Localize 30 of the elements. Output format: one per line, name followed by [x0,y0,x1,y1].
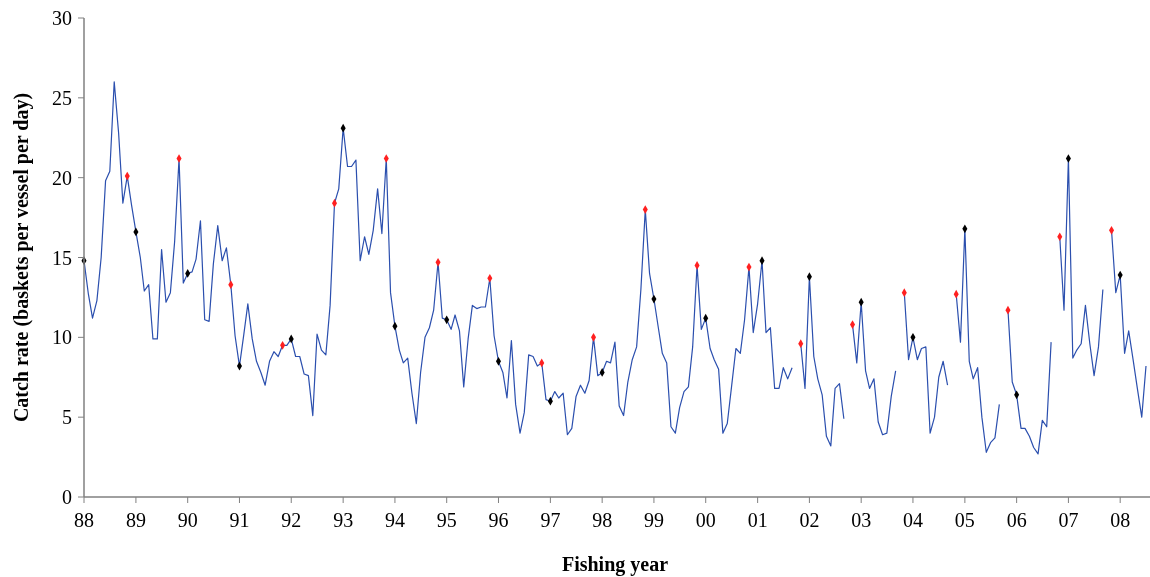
x-tick-label: 95 [436,509,457,531]
y-axis-title: Catch rate (baskets per vessel per day) [10,92,33,423]
y-tick-label: 5 [62,406,72,429]
x-tick-label: 90 [177,509,198,531]
x-tick-label: 07 [1058,509,1079,531]
x-tick-label: 05 [954,509,975,531]
x-tick-label: 01 [747,509,768,531]
x-tick-label: 00 [695,509,716,531]
x-axis-title: Fishing year [561,553,669,576]
x-tick-label: 03 [851,509,872,531]
y-tick-label: 25 [52,86,72,109]
y-tick-label: 10 [52,326,72,349]
y-tick-label: 20 [52,166,72,189]
x-tick-label: 91 [229,509,250,531]
x-tick-label: 06 [1006,509,1027,531]
x-tick-label: 99 [643,509,664,531]
x-tick-label: 92 [281,509,302,531]
x-tick-label: 97 [540,509,561,531]
x-tick-label: 93 [333,509,354,531]
y-tick-label: 15 [52,246,72,269]
x-tick-label: 02 [799,509,820,531]
x-tick-label: 98 [592,509,613,531]
x-tick-label: 88 [74,509,94,531]
y-tick-label: 0 [62,486,72,508]
y-tick-label: 30 [52,7,72,29]
x-tick-label: 08 [1110,509,1131,531]
x-tick-label: 94 [384,509,405,531]
x-tick-label: 04 [902,509,923,531]
x-tick-label: 89 [125,509,146,531]
x-tick-label: 96 [488,509,509,531]
